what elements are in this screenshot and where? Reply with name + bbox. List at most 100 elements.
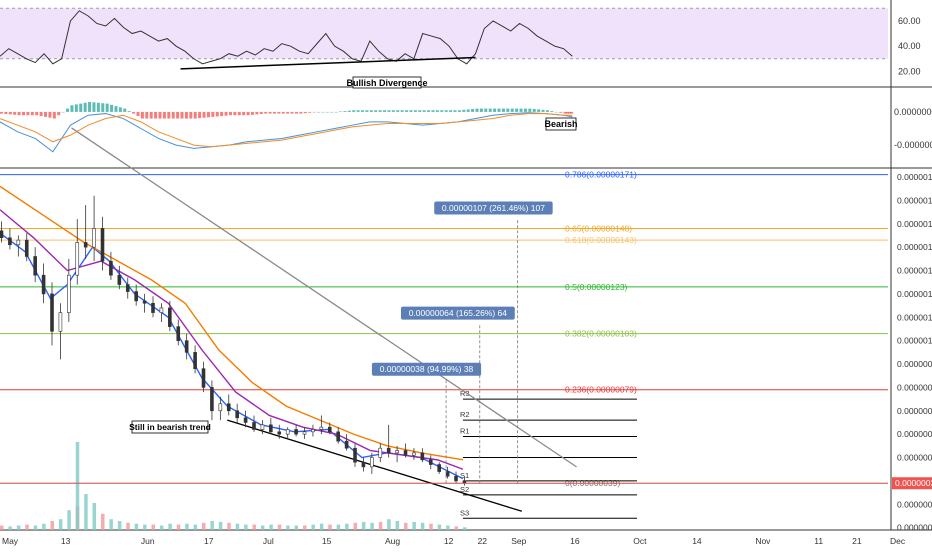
time-tick-label: Sep bbox=[511, 536, 526, 546]
macd-histogram-bar bbox=[409, 110, 413, 112]
time-tick-label: 16 bbox=[570, 536, 580, 546]
macd-histogram-bar bbox=[92, 102, 96, 112]
macd-histogram-bar bbox=[118, 107, 122, 112]
candle-body bbox=[454, 475, 458, 482]
volume-bar bbox=[202, 522, 206, 530]
macd-histogram-bar bbox=[435, 110, 439, 112]
volume-bar bbox=[117, 521, 122, 530]
macd-histogram-bar bbox=[427, 110, 431, 112]
volume-bar bbox=[8, 526, 12, 530]
macd-histogram-bar bbox=[343, 111, 347, 112]
macd-histogram-bar bbox=[541, 109, 545, 112]
volume-bar bbox=[328, 524, 332, 530]
macd-histogram-bar bbox=[30, 111, 34, 116]
macd-histogram-bar bbox=[369, 110, 373, 112]
macd-histogram-bar bbox=[418, 110, 422, 112]
volume-bar bbox=[101, 513, 105, 530]
macd-histogram-bar bbox=[515, 108, 519, 112]
annotation-box bbox=[131, 420, 209, 434]
candle-body bbox=[319, 426, 324, 430]
macd-histogram-bar bbox=[193, 111, 197, 119]
macd-histogram-bar bbox=[96, 102, 100, 112]
candle-body bbox=[33, 256, 37, 276]
macd-histogram-bar bbox=[532, 109, 536, 112]
volume-bar bbox=[75, 442, 80, 530]
candle-body bbox=[210, 387, 214, 412]
macd-histogram-bar bbox=[206, 111, 210, 118]
time-tick-label: Jul bbox=[263, 536, 274, 546]
candle-body bbox=[117, 274, 122, 285]
price-tick-label: 0.00000170 bbox=[897, 172, 932, 182]
macd-histogram-bar bbox=[356, 110, 360, 112]
candle-body bbox=[134, 291, 138, 302]
signal-line bbox=[0, 113, 573, 148]
target-label: 0.00000107 (261.46%) 107 bbox=[442, 203, 545, 213]
price-tick-label: 0.00000080 bbox=[897, 382, 932, 392]
macd-histogram-bar bbox=[413, 110, 417, 112]
candle-body bbox=[142, 300, 147, 304]
price-tick-label: 0.00000060 bbox=[897, 429, 932, 439]
macd-histogram-bar bbox=[224, 111, 228, 116]
macd-histogram-bar bbox=[145, 111, 149, 119]
candle-body bbox=[252, 422, 256, 430]
volume-bar bbox=[370, 522, 374, 530]
price-tick-label: 0.00000160 bbox=[897, 195, 932, 205]
candle-body bbox=[327, 426, 332, 433]
macd-histogram-bar bbox=[57, 111, 61, 116]
time-tick-label: May bbox=[2, 536, 19, 546]
macd-histogram-bar bbox=[202, 111, 206, 118]
macd-histogram-bar bbox=[259, 111, 263, 114]
candle-body bbox=[168, 307, 172, 327]
candle-body bbox=[100, 228, 105, 262]
macd-histogram-bar bbox=[211, 111, 215, 117]
volume-bar bbox=[159, 525, 164, 530]
candle-body bbox=[403, 450, 408, 456]
macd-histogram-bar bbox=[308, 111, 312, 113]
macd-histogram-bar bbox=[13, 111, 17, 115]
macd-histogram-bar bbox=[44, 111, 48, 117]
volume-bar bbox=[420, 522, 425, 530]
macd-histogram-bar bbox=[488, 108, 492, 112]
annotation-box bbox=[352, 76, 422, 89]
divergence-trendline bbox=[180, 56, 476, 70]
candle-body bbox=[92, 228, 96, 248]
macd-histogram-bar bbox=[383, 110, 387, 112]
volume-bar bbox=[361, 521, 366, 530]
volume-bar bbox=[109, 519, 113, 530]
candle-body bbox=[311, 429, 315, 433]
volume-bar bbox=[92, 503, 97, 530]
time-tick-label: Jun bbox=[141, 536, 155, 546]
volume-bar bbox=[303, 525, 307, 530]
macd-histogram-bar bbox=[176, 111, 180, 119]
candle-body bbox=[428, 459, 433, 465]
macd-histogram-bar bbox=[321, 111, 325, 113]
candle-body bbox=[294, 429, 298, 435]
rsi-band bbox=[0, 8, 888, 59]
volume-bar bbox=[286, 525, 290, 530]
macd-histogram-bar bbox=[479, 108, 483, 112]
candle-body bbox=[445, 471, 450, 477]
volume-bar bbox=[134, 523, 139, 530]
time-tick-label: 13 bbox=[61, 536, 71, 546]
pivot-level-label: S1 bbox=[460, 471, 469, 480]
target-label: 0.00000038 (94.99%) 38 bbox=[380, 364, 474, 374]
candle-body bbox=[285, 429, 290, 435]
candle-body bbox=[226, 403, 231, 412]
macd-histogram-bar bbox=[110, 104, 114, 112]
target-box bbox=[434, 201, 553, 215]
time-tick-label: Dec bbox=[890, 536, 906, 546]
last-price-label: 0.00000039 bbox=[895, 478, 932, 488]
annotation-still-bearish: Still in bearish trend bbox=[129, 422, 211, 432]
macd-histogram-bar bbox=[440, 110, 444, 112]
macd-histogram-bar bbox=[88, 101, 92, 112]
macd-histogram-bar bbox=[246, 111, 250, 116]
macd-histogram-bar bbox=[378, 110, 382, 112]
candle-body bbox=[58, 312, 63, 332]
macd-histogram-bar bbox=[140, 111, 144, 119]
volume-bar bbox=[446, 525, 450, 530]
pivot-level-label: S2 bbox=[460, 485, 469, 494]
macd-histogram-bar bbox=[352, 110, 356, 112]
candle-body bbox=[243, 417, 248, 423]
volume-bar bbox=[176, 524, 181, 530]
